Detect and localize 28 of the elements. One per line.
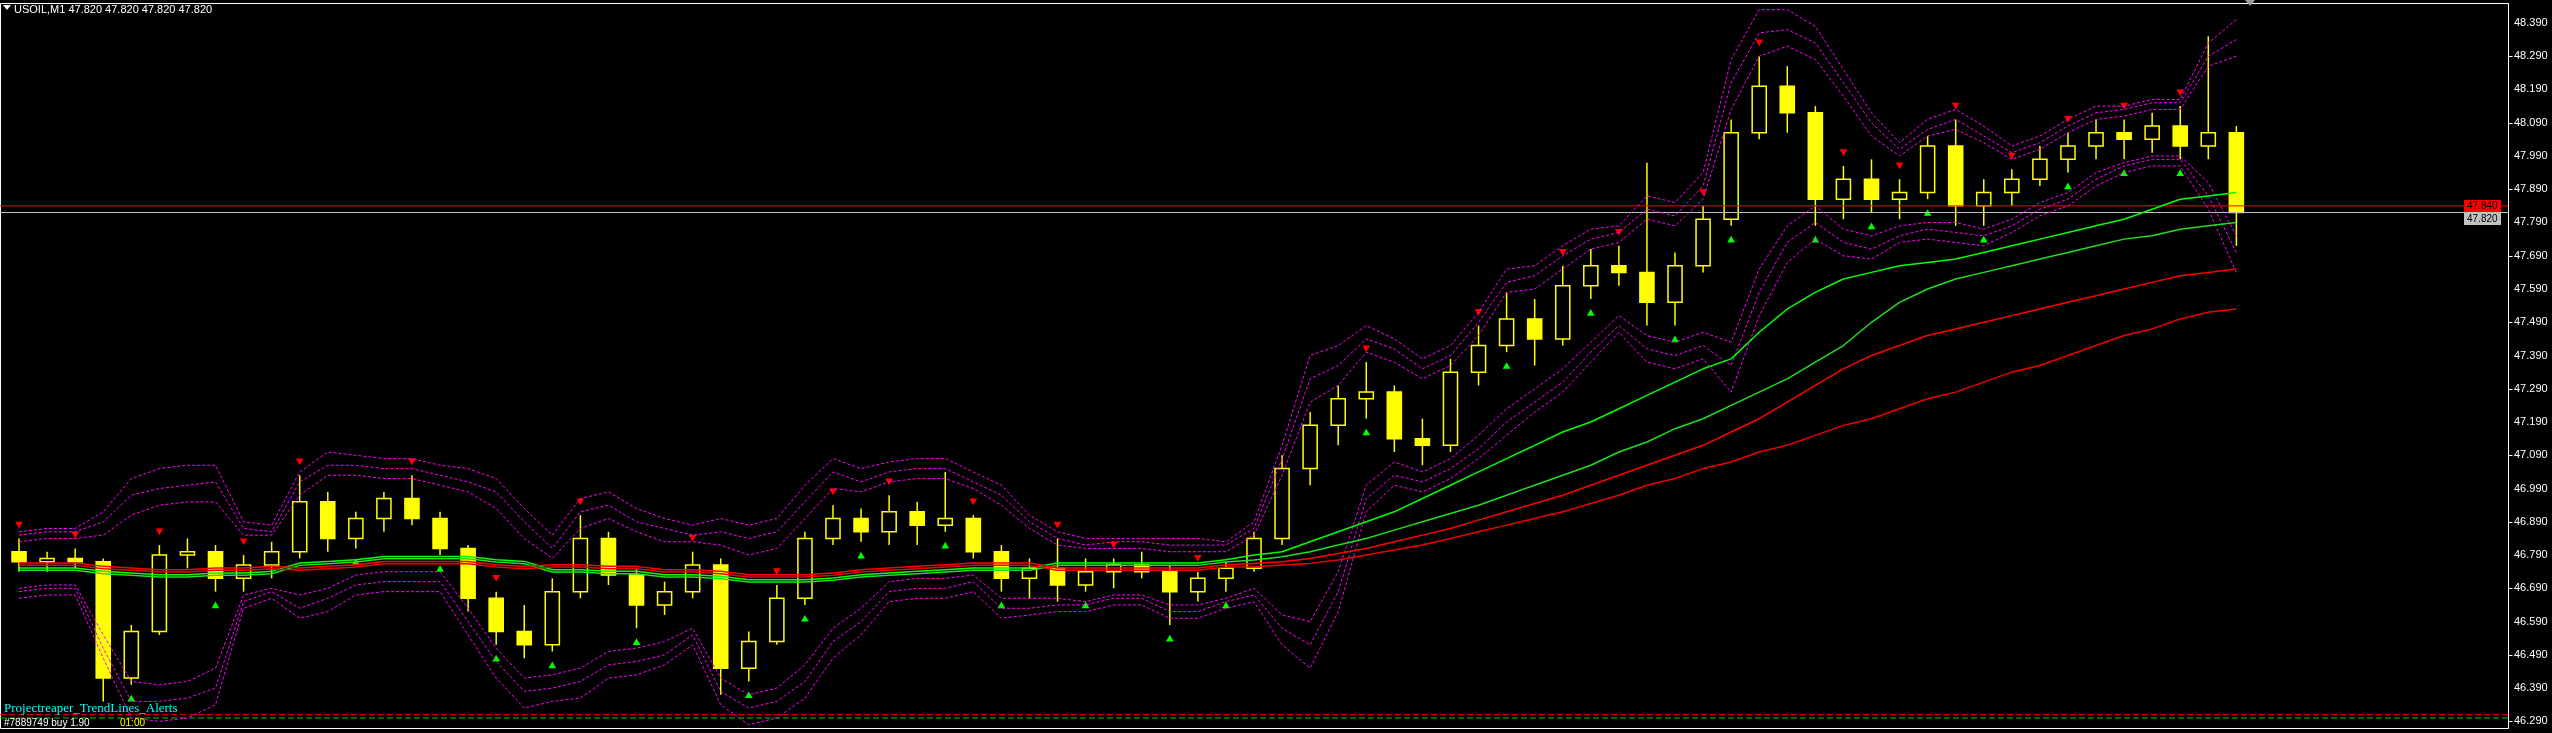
ref-line-label: 47.840 — [2464, 199, 2501, 212]
y-tick-label: 46.590 — [2514, 614, 2548, 627]
y-tick-label: 48.390 — [2514, 15, 2548, 28]
y-tick-label: 47.990 — [2514, 148, 2548, 161]
y-tick-label: 46.690 — [2514, 581, 2548, 594]
y-tick-label: 48.290 — [2514, 49, 2548, 62]
y-tick-label: 46.890 — [2514, 514, 2548, 527]
y-tick-label: 47.490 — [2514, 315, 2548, 328]
y-tick-label: 47.390 — [2514, 348, 2548, 361]
y-tick-label: 47.190 — [2514, 415, 2548, 428]
y-tick-label: 46.790 — [2514, 548, 2548, 561]
y-tick-label: 48.190 — [2514, 82, 2548, 95]
annotation: #7889749 buy 1.90 — [4, 717, 91, 728]
y-tick-label: 46.390 — [2514, 681, 2548, 694]
chart-title: USOIL,M1 47.820 47.820 47.820 47.820 — [14, 3, 213, 15]
y-tick-label: 46.990 — [2514, 481, 2548, 494]
y-tick-label: 47.090 — [2514, 448, 2548, 461]
y-tick-label: 46.490 — [2514, 647, 2548, 660]
y-tick-label: 46.290 — [2514, 714, 2548, 727]
y-tick-label: 47.790 — [2514, 215, 2548, 228]
annotation: 01:00 — [120, 717, 146, 728]
y-tick-label: 47.890 — [2514, 182, 2548, 195]
y-tick-label: 47.290 — [2514, 381, 2548, 394]
annotation: Projectreaper_TrendLines_Alerts — [4, 700, 178, 715]
y-tick-label: 47.690 — [2514, 248, 2548, 261]
y-tick-label: 48.090 — [2514, 115, 2548, 128]
y-tick-label: 47.590 — [2514, 282, 2548, 295]
ref-line-label: 47.820 — [2464, 212, 2501, 225]
